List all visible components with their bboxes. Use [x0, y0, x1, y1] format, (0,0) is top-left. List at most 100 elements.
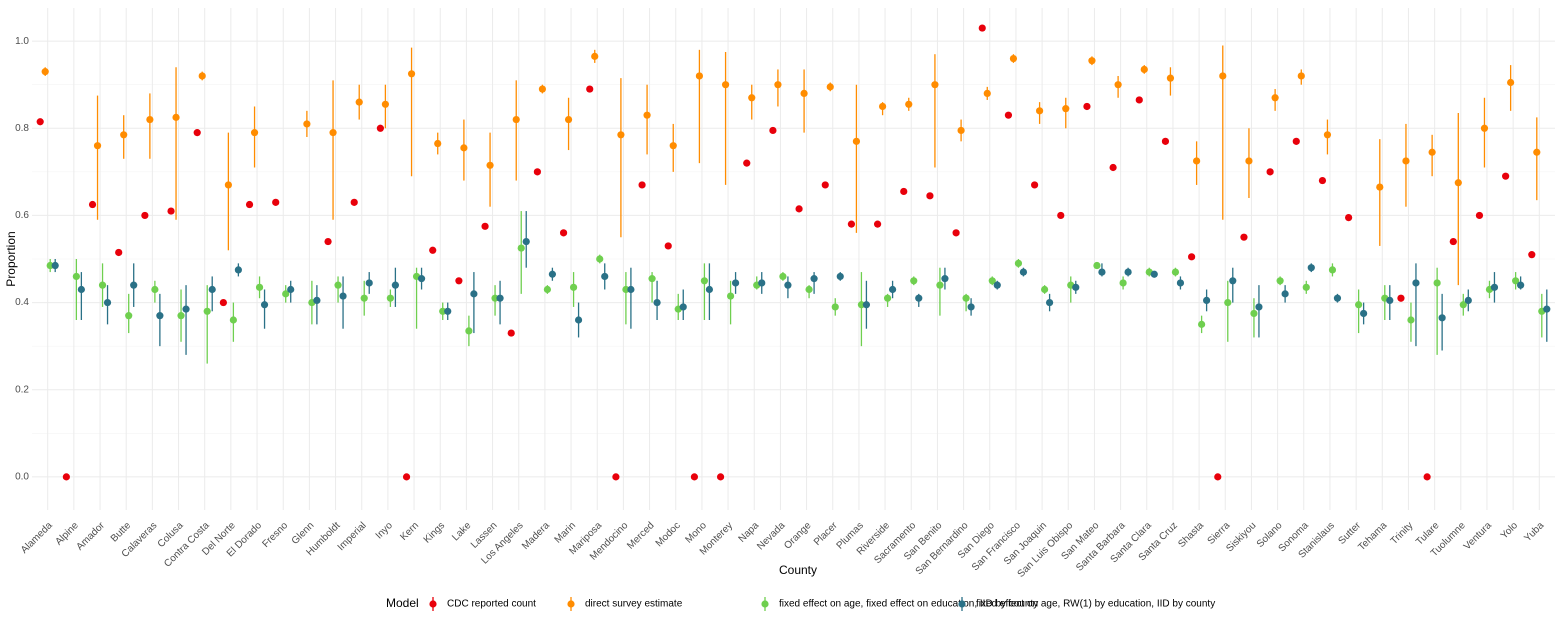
point — [260, 301, 269, 309]
point — [1292, 137, 1300, 145]
point — [1198, 320, 1206, 328]
point — [486, 161, 494, 169]
point — [1438, 314, 1446, 322]
point — [638, 181, 646, 189]
point — [627, 285, 635, 294]
point — [591, 52, 599, 60]
point — [826, 83, 834, 91]
point — [417, 275, 426, 283]
point — [1045, 298, 1054, 307]
point — [1140, 65, 1148, 74]
point — [219, 298, 227, 307]
point — [1229, 277, 1237, 285]
point — [1166, 74, 1175, 82]
point — [120, 131, 128, 139]
point — [1019, 268, 1028, 276]
point — [1188, 253, 1196, 261]
point — [512, 115, 520, 124]
grid — [32, 8, 1555, 510]
point — [1176, 279, 1185, 287]
point — [1528, 251, 1536, 259]
point — [669, 142, 677, 150]
legend-item: fixed effect on age, RW(1) by education,… — [958, 597, 1215, 611]
point — [1088, 57, 1096, 65]
point — [795, 205, 803, 213]
point — [429, 246, 437, 254]
point — [1035, 107, 1044, 115]
point — [1533, 148, 1541, 156]
point — [93, 142, 102, 150]
point — [1475, 211, 1484, 220]
point — [470, 290, 478, 298]
point — [198, 72, 206, 80]
point — [779, 272, 787, 281]
point — [617, 131, 625, 139]
point — [339, 292, 347, 300]
legend-symbol — [429, 600, 437, 608]
x-axis-title: County — [779, 563, 817, 577]
point — [402, 473, 411, 481]
point — [1323, 131, 1332, 139]
point — [967, 303, 975, 311]
point — [726, 292, 735, 300]
point — [72, 272, 80, 281]
point — [821, 181, 829, 189]
legend-symbol — [567, 600, 575, 608]
x-tick-label: Fresno — [260, 520, 290, 550]
point — [151, 285, 159, 294]
point — [1328, 266, 1337, 274]
point — [926, 192, 934, 200]
point — [88, 200, 97, 209]
point — [1040, 285, 1049, 294]
point — [988, 277, 996, 285]
point — [622, 285, 630, 294]
point — [481, 222, 489, 230]
point — [507, 329, 515, 337]
point — [496, 294, 504, 302]
point — [586, 85, 594, 93]
point — [1245, 157, 1253, 165]
point — [810, 275, 818, 283]
point — [1014, 259, 1023, 267]
x-tick-label: Nevada — [755, 520, 787, 552]
point — [313, 296, 321, 304]
point — [491, 294, 499, 302]
point — [905, 100, 913, 108]
point — [569, 283, 578, 291]
point — [883, 294, 892, 302]
point — [978, 24, 986, 32]
x-tick-label: Kern — [398, 520, 421, 543]
point — [1240, 233, 1248, 241]
point — [381, 100, 389, 108]
x-tick-label: Madera — [520, 520, 552, 552]
x-tick-label: Kings — [422, 520, 447, 545]
x-tick-label: Lake — [450, 520, 473, 543]
point — [36, 118, 44, 126]
point — [612, 473, 620, 481]
point — [234, 266, 242, 274]
series — [41, 45, 1541, 286]
point — [1464, 296, 1472, 304]
point — [272, 198, 280, 206]
y-tick-label: 0.8 — [15, 123, 29, 134]
point — [748, 94, 756, 102]
x-tick-label: Ventura — [1462, 520, 1494, 552]
point — [125, 312, 133, 320]
point — [439, 307, 447, 315]
point — [1250, 309, 1258, 318]
point — [329, 129, 337, 137]
point — [172, 113, 180, 121]
point — [1517, 281, 1525, 289]
point — [1266, 168, 1274, 176]
point — [574, 316, 583, 324]
point — [1255, 303, 1263, 311]
point — [1276, 277, 1284, 285]
point — [910, 277, 918, 285]
point — [62, 473, 70, 481]
point — [350, 198, 358, 206]
point — [1402, 157, 1410, 165]
point — [1449, 237, 1457, 246]
point — [1307, 264, 1315, 272]
point — [1423, 473, 1431, 481]
